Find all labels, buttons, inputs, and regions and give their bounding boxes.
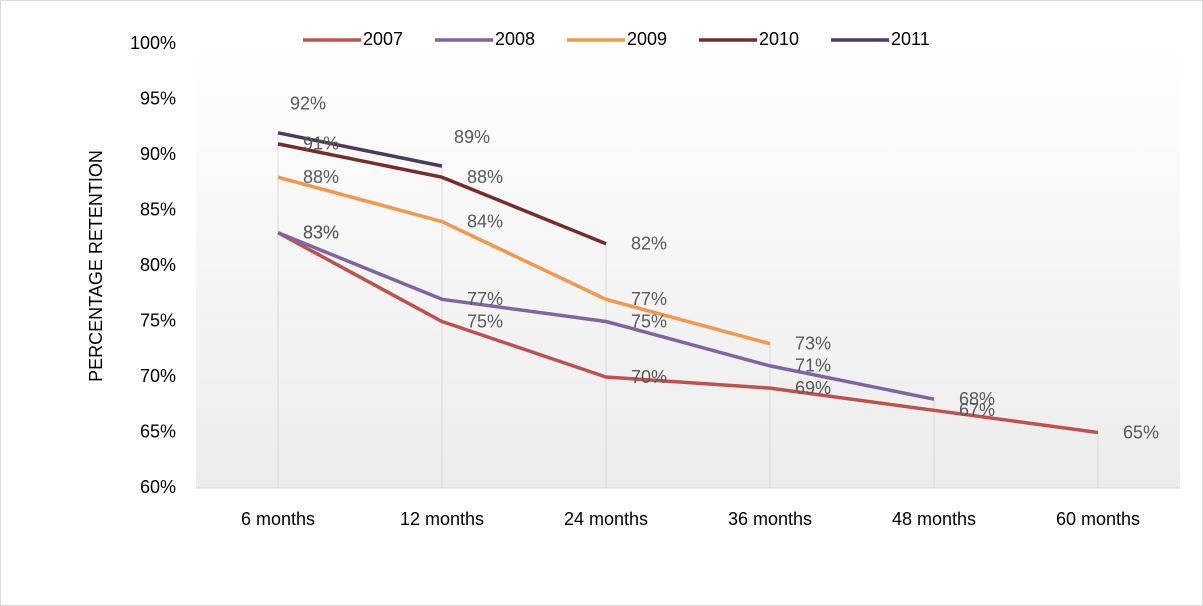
legend-label: 2007 — [363, 29, 403, 49]
data-label: 69% — [795, 378, 831, 398]
x-tick-label: 12 months — [400, 509, 484, 529]
y-tick-label: 90% — [140, 144, 176, 164]
legend-label: 2011 — [891, 29, 930, 49]
y-axis-title: PERCENTAGE RETENTION — [86, 150, 106, 382]
series-line — [277, 131, 443, 168]
legend-label: 2010 — [759, 29, 799, 49]
legend-label: 2009 — [627, 29, 667, 49]
x-tick-label: 36 months — [728, 509, 812, 529]
data-label: 91% — [303, 134, 339, 154]
legend-label: 2008 — [495, 29, 535, 49]
data-label: 82% — [631, 234, 667, 254]
y-tick-label: 95% — [140, 88, 176, 108]
series-line — [277, 142, 607, 246]
y-tick-label: 75% — [140, 310, 176, 330]
x-tick-label: 24 months — [564, 509, 648, 529]
y-tick-label: 80% — [140, 255, 176, 275]
data-label: 92% — [290, 94, 326, 114]
data-label: 77% — [467, 289, 503, 309]
series-line — [277, 175, 771, 346]
data-label: 73% — [795, 333, 831, 353]
x-tick-label: 60 months — [1056, 509, 1140, 529]
plot-area — [196, 44, 1180, 488]
data-label: 83% — [303, 222, 339, 242]
y-tick-label: 65% — [140, 421, 176, 441]
data-label: 83% — [303, 222, 339, 242]
y-tick-label: 100% — [130, 33, 176, 53]
data-label: 89% — [454, 127, 490, 147]
series-line — [277, 231, 1099, 435]
data-label: 75% — [467, 311, 503, 331]
data-label: 84% — [467, 211, 503, 231]
series-line — [277, 231, 935, 401]
data-label: 88% — [467, 167, 503, 187]
x-tick-label: 48 months — [892, 509, 976, 529]
data-label: 70% — [631, 367, 667, 387]
data-label: 77% — [631, 289, 667, 309]
y-tick-label: 85% — [140, 199, 176, 219]
data-label: 68% — [959, 389, 995, 409]
data-label: 88% — [303, 167, 339, 187]
data-label: 65% — [1123, 422, 1159, 442]
data-label: 67% — [959, 400, 995, 420]
data-label: 71% — [795, 356, 831, 376]
y-tick-label: 70% — [140, 366, 176, 386]
x-tick-label: 6 months — [241, 509, 315, 529]
data-label: 75% — [631, 311, 667, 331]
y-tick-label: 60% — [140, 477, 176, 497]
